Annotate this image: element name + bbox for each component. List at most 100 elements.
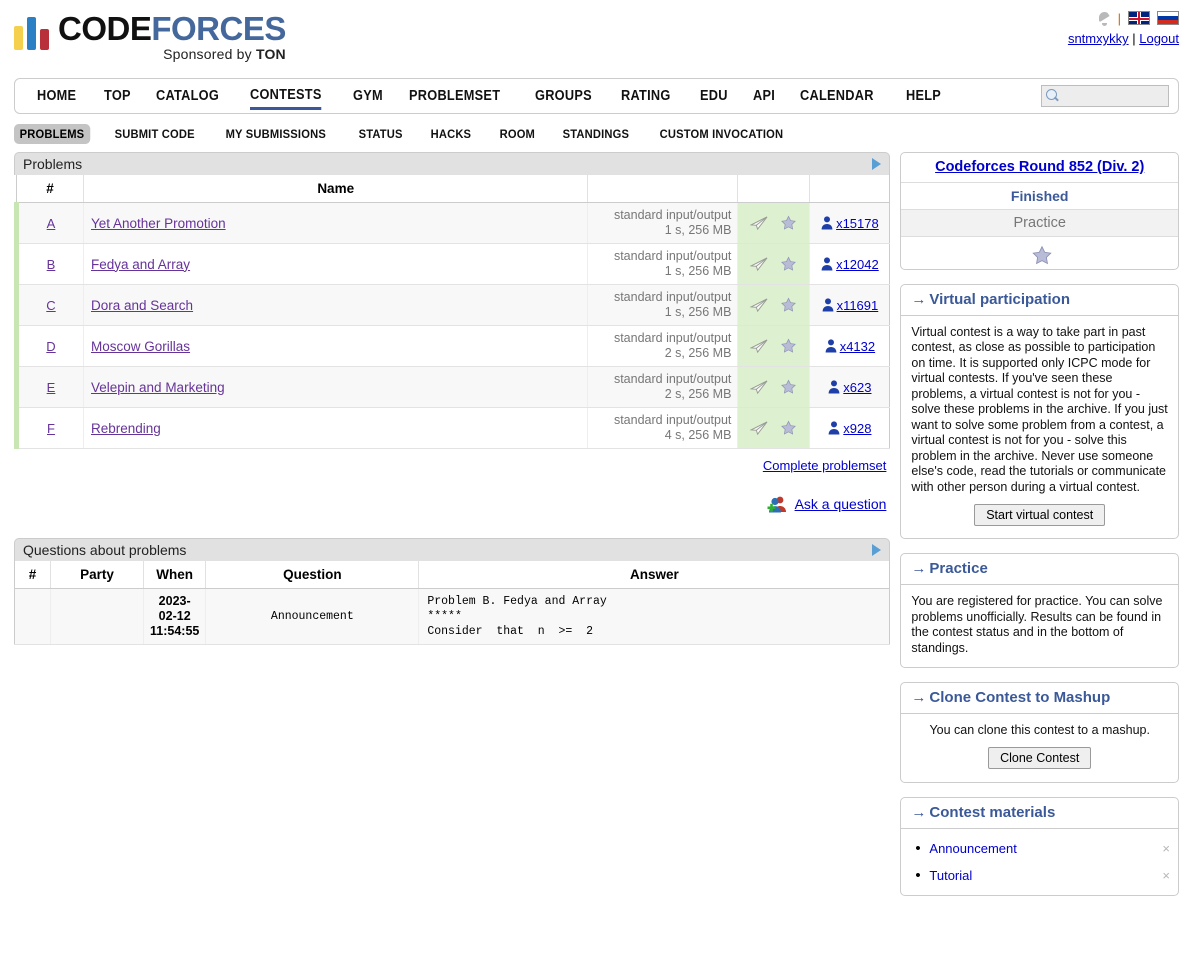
favorite-star-icon[interactable] [780, 256, 797, 272]
problem-actions-cell [737, 202, 811, 244]
problem-io: standard input/output [613, 208, 732, 222]
favorite-star-icon[interactable] [780, 379, 797, 395]
problem-name-link[interactable]: Moscow Gorillas [91, 338, 191, 354]
clone-contest-box: → Clone Contest to Mashup You can clone t… [900, 682, 1179, 783]
contest-status: Finished [901, 183, 1178, 210]
question-num-cell [14, 588, 51, 645]
problem-index-link[interactable]: E [46, 379, 56, 395]
problem-time-memory: 1 s, 256 MB [664, 305, 732, 319]
subtab-hacks[interactable]: HACKS [430, 127, 472, 141]
start-virtual-contest-button[interactable]: Start virtual contest [974, 504, 1106, 527]
favorite-star-icon[interactable] [780, 297, 797, 313]
clone-title-label: Clone Contest to Mashup [929, 689, 1111, 707]
star-icon[interactable] [1031, 245, 1052, 264]
submit-plane-icon[interactable] [749, 339, 769, 354]
problem-row: D Moscow Gorillas standard input/output 2 s… [14, 325, 890, 367]
submit-plane-icon[interactable] [749, 216, 769, 231]
subtab-status[interactable]: STATUS [358, 127, 403, 141]
user-separator: | [1132, 31, 1140, 46]
problem-name-link[interactable]: Fedya and Array [91, 256, 191, 272]
virtual-participation-title: → Virtual participation [901, 285, 1178, 316]
subtab-room[interactable]: ROOM [499, 127, 535, 141]
submit-plane-icon[interactable] [749, 298, 769, 313]
nav-item-rating[interactable]: RATING [621, 88, 672, 104]
flag-uk-icon[interactable] [1128, 11, 1150, 25]
solved-count-link[interactable]: x623 [843, 379, 872, 395]
main-content: Problems # Name A Yet Another Promotion st… [14, 152, 891, 645]
clone-contest-button[interactable]: Clone Contest [988, 746, 1092, 769]
solved-count-link[interactable]: x12042 [836, 256, 879, 272]
submit-plane-icon[interactable] [749, 421, 769, 436]
problem-index-link[interactable]: B [46, 256, 56, 272]
material-link[interactable]: Announcement [929, 840, 1017, 856]
bell-icon[interactable] [1098, 11, 1111, 26]
subtab-my-submissions[interactable]: MY SUBMISSIONS [225, 127, 326, 141]
arrow-right-icon: → [911, 290, 927, 308]
problem-name-link[interactable]: Dora and Search [91, 297, 194, 313]
nav-item-edu[interactable]: EDU [699, 88, 728, 104]
problem-name-link[interactable]: Yet Another Promotion [91, 215, 226, 231]
clone-contest-title: → Clone Contest to Mashup [901, 683, 1178, 715]
logout-link[interactable]: Logout [1139, 31, 1179, 46]
problem-name-cell: Fedya and Array [83, 243, 589, 285]
nav-item-gym[interactable]: GYM [353, 88, 384, 104]
flag-russia-icon[interactable] [1157, 11, 1179, 25]
nav-item-problemset[interactable]: PROBLEMSET [409, 88, 501, 104]
material-item: Announcement × [901, 835, 1178, 862]
nav-item-calendar[interactable]: CALENDAR [800, 88, 875, 104]
nav-item-home[interactable]: HOME [37, 88, 77, 104]
problem-index-link[interactable]: C [46, 297, 56, 313]
nav-item-groups[interactable]: GROUPS [534, 88, 592, 104]
codeforces-logo[interactable]: CODEFORCES Sponsored by TON [14, 12, 286, 61]
subtab-problems[interactable]: PROBLEMS [14, 124, 90, 144]
sponsor-name: TON [255, 46, 286, 62]
nav-item-api[interactable]: API [753, 88, 776, 104]
favorite-star-icon[interactable] [780, 215, 797, 231]
favorite-star-icon[interactable] [780, 420, 797, 436]
ask-question-link[interactable]: Ask a question [794, 496, 887, 512]
complete-problemset-link[interactable]: Complete problemset [762, 458, 887, 473]
solved-count-link[interactable]: x4132 [839, 338, 876, 354]
problem-limits-cell: standard input/output 2 s, 256 MB [587, 325, 739, 367]
subtab-standings[interactable]: STANDINGS [562, 127, 630, 141]
solved-count-link[interactable]: x928 [843, 420, 872, 436]
solved-count-link[interactable]: x11691 [836, 297, 879, 313]
question-answer-cell: Problem B. Fedya and Array ***** Conside… [418, 588, 890, 645]
search-input[interactable] [1060, 88, 1160, 104]
material-link[interactable]: Tutorial [929, 867, 973, 883]
problem-name-link[interactable]: Velepin and Marketing [91, 379, 225, 395]
username-link[interactable]: sntmxykky [1067, 31, 1129, 46]
expand-triangle-icon[interactable] [872, 157, 882, 170]
sidebar: Codeforces Round 852 (Div. 2) Finished P… [900, 152, 1179, 910]
materials-title-label: Contest materials [929, 803, 1056, 821]
nav-item-catalog[interactable]: CATALOG [156, 88, 220, 104]
questions-header-row: # Party When Question Answer [14, 561, 890, 589]
problem-index-link[interactable]: A [46, 215, 56, 231]
submit-plane-icon[interactable] [749, 380, 769, 395]
questions-expand-triangle-icon[interactable] [872, 543, 882, 556]
subtab-submit-code[interactable]: SUBMIT CODE [114, 127, 195, 141]
contest-materials-box: →Contest materials Announcement×Tutorial… [900, 796, 1179, 896]
nav-item-top[interactable]: TOP [103, 88, 131, 104]
problem-index-link[interactable]: D [46, 338, 56, 354]
problem-name-link[interactable]: Rebrending [91, 420, 161, 436]
submit-plane-icon[interactable] [749, 257, 769, 272]
subtab-custom-invocation[interactable]: CUSTOM INVOCATION [659, 127, 783, 141]
qcolumn-header-when: When [143, 561, 207, 589]
favorite-star-icon[interactable] [780, 338, 797, 354]
column-header-actions [737, 175, 811, 203]
solved-count-link[interactable]: x15178 [836, 215, 879, 231]
remove-material-icon[interactable]: × [1162, 867, 1170, 883]
problem-io: standard input/output [613, 249, 732, 263]
remove-material-icon[interactable]: × [1162, 840, 1170, 856]
problem-time-memory: 1 s, 256 MB [664, 223, 732, 237]
problem-row: B Fedya and Array standard input/output 1 s… [14, 243, 890, 285]
nav-item-contests[interactable]: CONTESTS [249, 83, 322, 110]
nav-item-help[interactable]: HELP [906, 88, 942, 104]
problem-index-link[interactable]: F [47, 420, 55, 436]
search-box[interactable] [1041, 85, 1169, 107]
problem-name-cell: Velepin and Marketing [83, 366, 589, 408]
problem-actions-cell [737, 325, 811, 367]
contest-name-link[interactable]: Codeforces Round 852 (Div. 2) [935, 159, 1145, 175]
question-row: 2023-02-12 11:54:55 Announcement Problem B… [14, 588, 890, 645]
